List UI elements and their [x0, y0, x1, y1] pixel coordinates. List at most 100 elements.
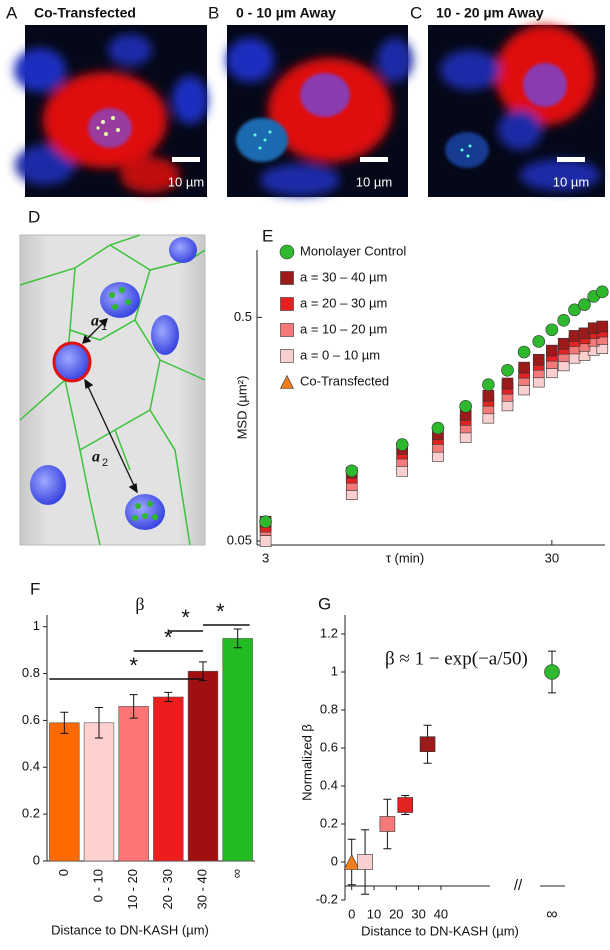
- marker: [395, 438, 409, 451]
- panel-label: G: [318, 594, 331, 613]
- x-tick-label: ∞: [229, 869, 244, 878]
- panel-label: A: [6, 3, 18, 22]
- y-tick-label: 0: [331, 853, 338, 868]
- legend-marker: [280, 374, 294, 389]
- micrograph: [226, 25, 413, 197]
- scale-bar-label: 10 µm: [553, 174, 589, 189]
- x-axis-label: Distance to DN-KASH (µm): [51, 922, 209, 937]
- distance-symbol: a: [91, 313, 99, 330]
- x-axis-label: τ (min): [386, 550, 424, 565]
- legend-label: Co-Transfected: [300, 373, 389, 388]
- error-bar: [60, 711, 69, 734]
- x-tick-label: ∞: [546, 906, 557, 923]
- marker: [419, 736, 436, 753]
- marker: [396, 465, 408, 477]
- marker: [544, 664, 560, 680]
- marker: [259, 515, 272, 529]
- bar: [83, 722, 115, 862]
- micrograph: [14, 25, 208, 197]
- marker: [357, 854, 373, 870]
- chart-title: β: [135, 594, 144, 614]
- legend-marker: [280, 349, 294, 363]
- bar: [153, 696, 184, 862]
- legend-label: a = 10 – 20 µm: [300, 321, 387, 336]
- y-tick-label: 0.8: [22, 665, 40, 680]
- legend-marker: [279, 244, 295, 260]
- error-bar: [95, 707, 103, 739]
- marker: [482, 378, 495, 391]
- marker: [546, 344, 558, 357]
- y-tick-label: 0: [33, 852, 40, 867]
- x-tick-label: 10: [367, 906, 381, 921]
- marker: [379, 816, 396, 832]
- panel-title: 10 - 20 µm Away: [436, 5, 544, 21]
- x-tick-label: 3: [262, 550, 269, 565]
- marker: [431, 421, 445, 435]
- y-tick-label: 0.4: [320, 777, 338, 792]
- bar: [118, 706, 149, 862]
- legend-marker: [280, 297, 294, 311]
- cell-diagram: a 1 a 2: [19, 234, 206, 546]
- y-tick-label: 0.2: [22, 806, 40, 821]
- marker: [596, 320, 609, 333]
- x-tick-label: 20 - 30: [160, 869, 175, 909]
- panel-label: B: [208, 3, 219, 22]
- significance-label: *: [216, 599, 225, 624]
- marker: [532, 335, 546, 348]
- marker: [595, 285, 609, 299]
- distance-subscript: 1: [101, 321, 107, 333]
- marker: [259, 535, 272, 547]
- annotation: β ≈ 1 − exp(−a/50): [385, 648, 528, 669]
- distance-symbol: a: [92, 449, 100, 466]
- x-tick-label: 20: [389, 906, 403, 921]
- x-tick-label: 10 - 20: [125, 869, 140, 909]
- marker: [532, 353, 545, 366]
- marker: [501, 363, 514, 377]
- bar: [187, 670, 219, 862]
- marker: [568, 303, 581, 317]
- panel-label: C: [410, 3, 422, 22]
- scale-bar-label: 10 µm: [356, 174, 392, 189]
- marker: [578, 298, 591, 311]
- legend-marker: [280, 323, 294, 337]
- y-tick-label: 0.2: [320, 815, 338, 830]
- panel-title: 0 - 10 µm Away: [236, 5, 336, 21]
- marker: [501, 377, 514, 390]
- x-tick-label: 30: [411, 906, 425, 921]
- y-axis-label: MSD (µm²): [234, 376, 249, 440]
- micrograph: [428, 25, 605, 197]
- charts: E 3 30 0.05 0.5 τ (min) MSD (µm²) Monolayer Con…: [22, 226, 609, 938]
- x-tick-label: 40: [434, 906, 448, 921]
- scale-bar-label: 10 µm: [168, 174, 204, 189]
- y-tick-label: 0.6: [320, 739, 338, 754]
- x-tick-label: 0: [56, 869, 71, 876]
- distance-subscript: 2: [102, 457, 108, 469]
- error-bar: [233, 628, 242, 649]
- bar: [222, 638, 253, 862]
- y-tick-label: 0.8: [320, 701, 338, 716]
- y-tick-label: 0.4: [22, 759, 40, 774]
- legend-label: a = 20 – 30 µm: [300, 295, 387, 310]
- marker: [343, 853, 360, 870]
- marker: [545, 323, 559, 337]
- bar: [49, 722, 80, 862]
- legend-label: a = 30 – 40 µm: [300, 269, 387, 284]
- x-tick-label: 30 - 40: [194, 869, 209, 909]
- marker: [517, 345, 531, 359]
- marker: [345, 464, 359, 478]
- legend-marker: [280, 271, 294, 285]
- panel-label: D: [28, 207, 40, 226]
- marker: [557, 313, 571, 327]
- error-bar: [129, 694, 138, 719]
- legend-label: Monolayer Control: [300, 243, 406, 258]
- y-tick-label: 0.6: [22, 712, 40, 727]
- x-axis-label: Distance to DN-KASH (µm): [361, 923, 519, 938]
- marker: [482, 389, 495, 402]
- y-tick-label: 1.2: [320, 625, 338, 640]
- y-tick-label: 1: [33, 618, 40, 633]
- y-tick-label: -0.2: [316, 891, 338, 906]
- x-tick-label: 0 - 10: [90, 869, 105, 902]
- panel-label: F: [30, 579, 40, 598]
- marker: [568, 330, 581, 342]
